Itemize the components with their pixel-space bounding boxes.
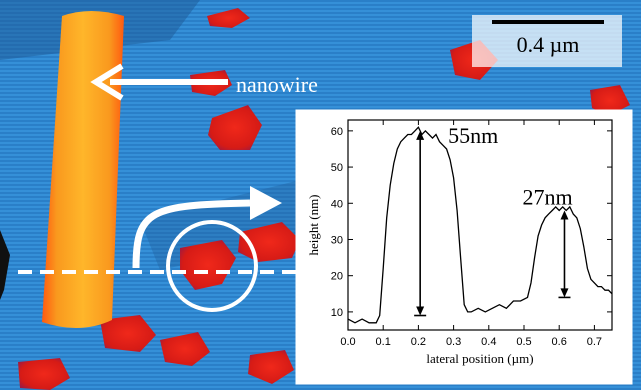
x-tick-label: 0.4 <box>481 336 496 348</box>
nanowire <box>42 11 124 329</box>
height-annotation-label: 27nm <box>522 185 572 210</box>
curved-arrow <box>132 199 251 269</box>
nanowire-label: nanowire <box>236 72 318 97</box>
scale-bar-label: 0.4 µm <box>517 32 580 57</box>
y-tick-label: 30 <box>331 234 343 246</box>
substrate-dark-edge <box>0 230 10 300</box>
island <box>18 358 70 390</box>
x-tick-label: 0.7 <box>587 336 602 348</box>
height-arrow-head-up <box>416 130 425 140</box>
island <box>100 315 156 352</box>
y-tick-label: 40 <box>331 198 343 210</box>
height-arrow-head-down <box>416 306 425 316</box>
height-profile-chart: 0.0 0.1 0.2 0.3 0.4 0.5 0.6 0.7 10 20 30 40 50 60 55nm… <box>306 119 613 366</box>
x-tick-label: 0.0 <box>340 336 355 348</box>
island <box>590 85 630 116</box>
y-tick-label: 20 <box>331 271 343 283</box>
height-annotation-label: 55nm <box>448 123 498 148</box>
x-tick-label: 0.6 <box>552 336 567 348</box>
profile-line <box>347 126 613 324</box>
nanowire-arrow-head <box>90 63 124 101</box>
y-axis-label: height (nm) <box>306 194 321 255</box>
island <box>248 350 294 384</box>
x-tick-label: 0.5 <box>516 336 531 348</box>
height-arrow-head-down <box>560 288 569 298</box>
curved-arrow-head <box>250 186 282 220</box>
island <box>207 8 250 28</box>
island <box>180 240 236 290</box>
island <box>160 332 210 366</box>
y-tick-label: 10 <box>331 307 343 319</box>
height-arrow-head-up <box>560 210 569 220</box>
highlight-circle <box>166 220 258 312</box>
x-axis-label: lateral position (µm) <box>426 351 533 366</box>
island <box>208 105 262 150</box>
plot-frame <box>347 119 613 331</box>
x-tick-label: 0.2 <box>411 336 426 348</box>
y-tick-label: 50 <box>331 162 343 174</box>
x-tick-label: 0.1 <box>376 336 391 348</box>
inset-panel <box>295 109 633 385</box>
y-tick-label: 60 <box>331 126 343 138</box>
x-tick-label: 0.3 <box>446 336 461 348</box>
